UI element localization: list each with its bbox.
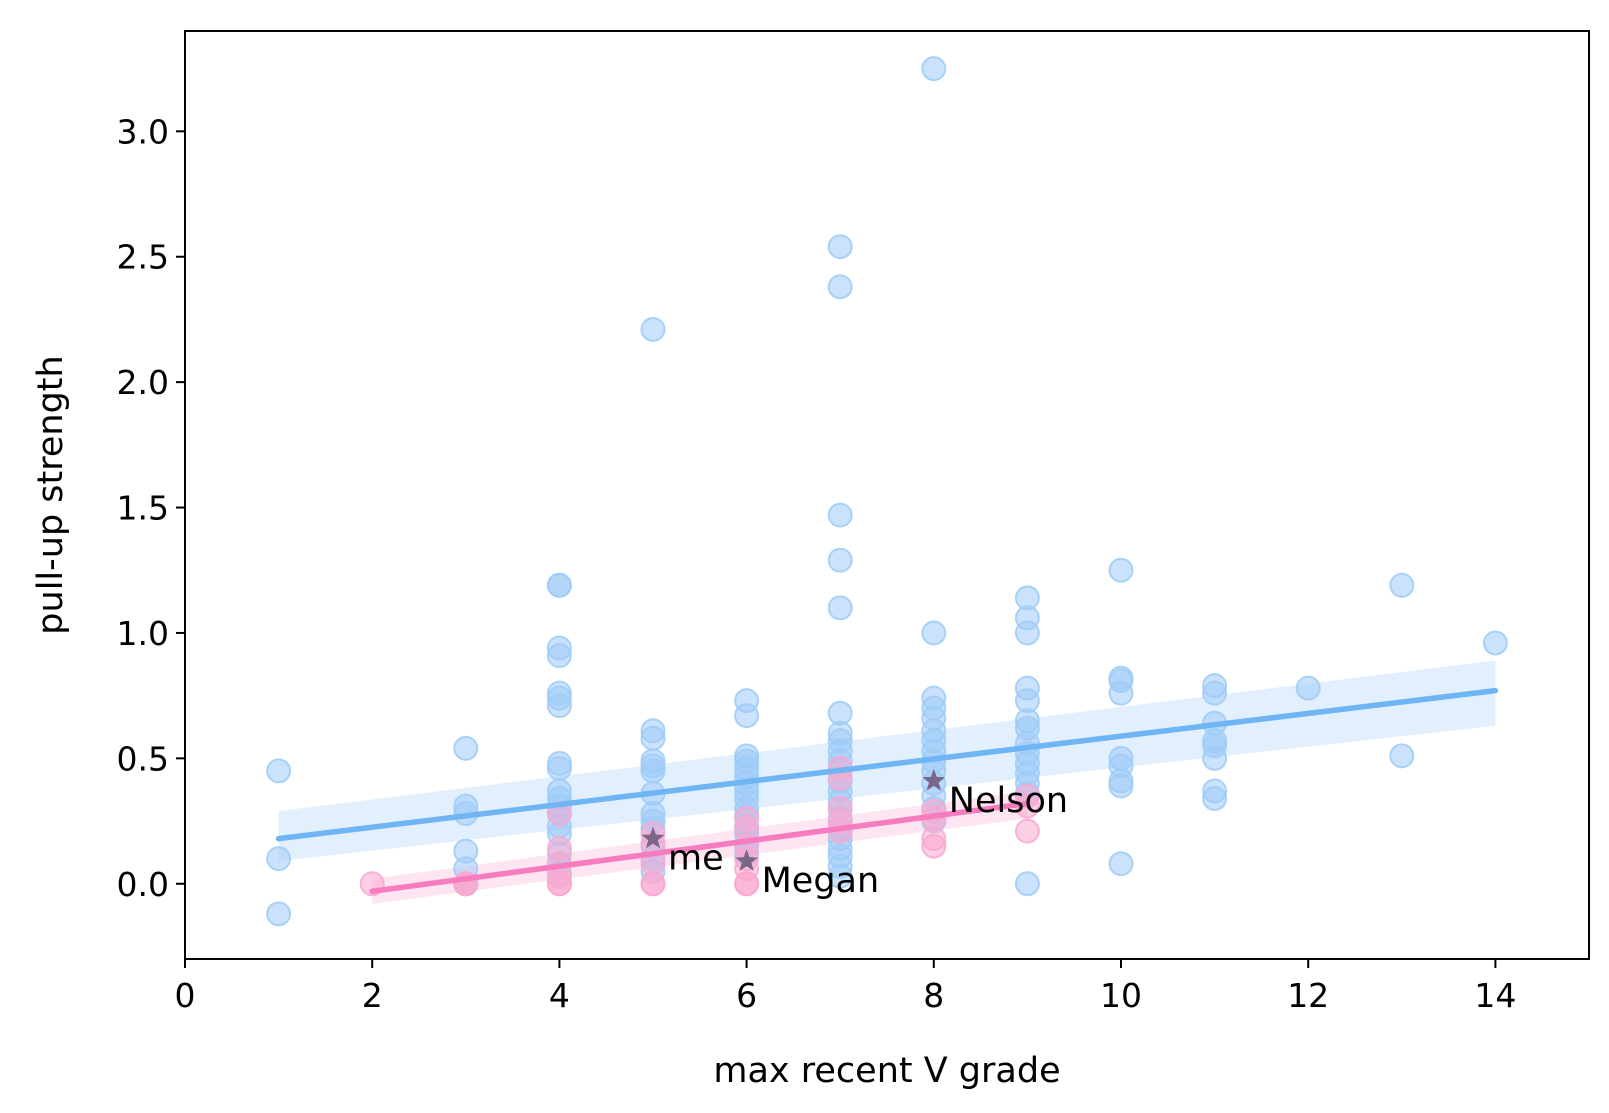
blue-data-point (827, 547, 853, 573)
blue-data-point (640, 725, 666, 751)
plot-frame (184, 30, 1590, 960)
blue-data-point (546, 693, 572, 719)
blue-regression-line (275, 687, 1499, 842)
blue-data-point (1108, 851, 1134, 877)
y-axis-ticks: 0.0 0.5 1.0 1.5 2.0 2.5 3.0 (117, 112, 185, 904)
blue-data-point (1202, 745, 1228, 771)
y-tick-label: 0.5 (117, 739, 169, 778)
blue-data-point (734, 703, 760, 729)
blue-data-point (546, 572, 572, 598)
blue-data-point (827, 863, 853, 889)
pink-data-point (546, 871, 572, 897)
blue-confidence-band (278, 660, 1496, 862)
blue-data-point (1482, 630, 1508, 656)
blue-data-point (1014, 871, 1040, 897)
y-tick-label: 1.5 (117, 489, 169, 528)
blue-data-point (546, 755, 572, 781)
x-axis-label: max recent V grade (713, 1051, 1060, 1091)
annotation-label: Megan (762, 861, 880, 901)
pink-data-point (640, 871, 666, 897)
x-tick-label: 8 (923, 976, 944, 1015)
x-tick-label: 0 (175, 976, 196, 1015)
blue-data-point (266, 846, 292, 872)
y-axis-label: pull-up strength (31, 355, 71, 634)
blue-data-point (1202, 785, 1228, 811)
blue-data-point (640, 758, 666, 784)
annotation-label: Nelson (949, 781, 1068, 821)
blue-data-point (1389, 572, 1415, 598)
annotation-star-marker (735, 849, 758, 871)
pink-data-point (921, 833, 947, 859)
annotation-star-marker (641, 826, 665, 849)
blue-data-point (827, 595, 853, 621)
blue-data-point (1295, 675, 1321, 701)
blue-data-point (640, 316, 666, 342)
blue-data-point (1014, 620, 1040, 646)
blue-data-point (1108, 680, 1134, 706)
blue-data-point (827, 234, 853, 260)
blue-data-point (921, 56, 947, 82)
x-tick-label: 10 (1100, 976, 1142, 1015)
y-tick-label: 0.0 (117, 865, 169, 904)
blue-data-point (1202, 680, 1228, 706)
blue-data-point (453, 735, 479, 761)
x-tick-label: 14 (1474, 976, 1516, 1015)
pink-data-point (734, 871, 760, 897)
y-tick-label: 1.0 (117, 614, 169, 653)
pink-data-point (1014, 818, 1040, 844)
pink-regression-line (369, 800, 1031, 895)
y-tick-label: 3.0 (117, 112, 169, 151)
blue-data-point (827, 274, 853, 300)
annotations: me Megan Nelson (641, 768, 1068, 901)
x-tick-label: 12 (1287, 976, 1329, 1015)
blue-data-point (1389, 743, 1415, 769)
x-tick-label: 2 (362, 976, 383, 1015)
y-tick-label: 2.0 (117, 363, 169, 402)
blue-data-point (827, 502, 853, 528)
blue-data-point (1108, 557, 1134, 583)
blue-data-point (266, 901, 292, 927)
x-axis-ticks: 0 2 4 6 8 10 12 14 (175, 959, 1516, 1015)
blue-data-point (546, 643, 572, 669)
blue-data-point (1108, 773, 1134, 799)
y-tick-label: 2.5 (117, 238, 169, 277)
annotation-label: me (668, 839, 724, 879)
regression-lines (275, 687, 1499, 895)
x-tick-label: 4 (549, 976, 570, 1015)
x-tick-label: 6 (736, 976, 757, 1015)
blue-data-point (266, 758, 292, 784)
annotation-star-marker (922, 768, 946, 791)
blue-data-point (921, 620, 947, 646)
